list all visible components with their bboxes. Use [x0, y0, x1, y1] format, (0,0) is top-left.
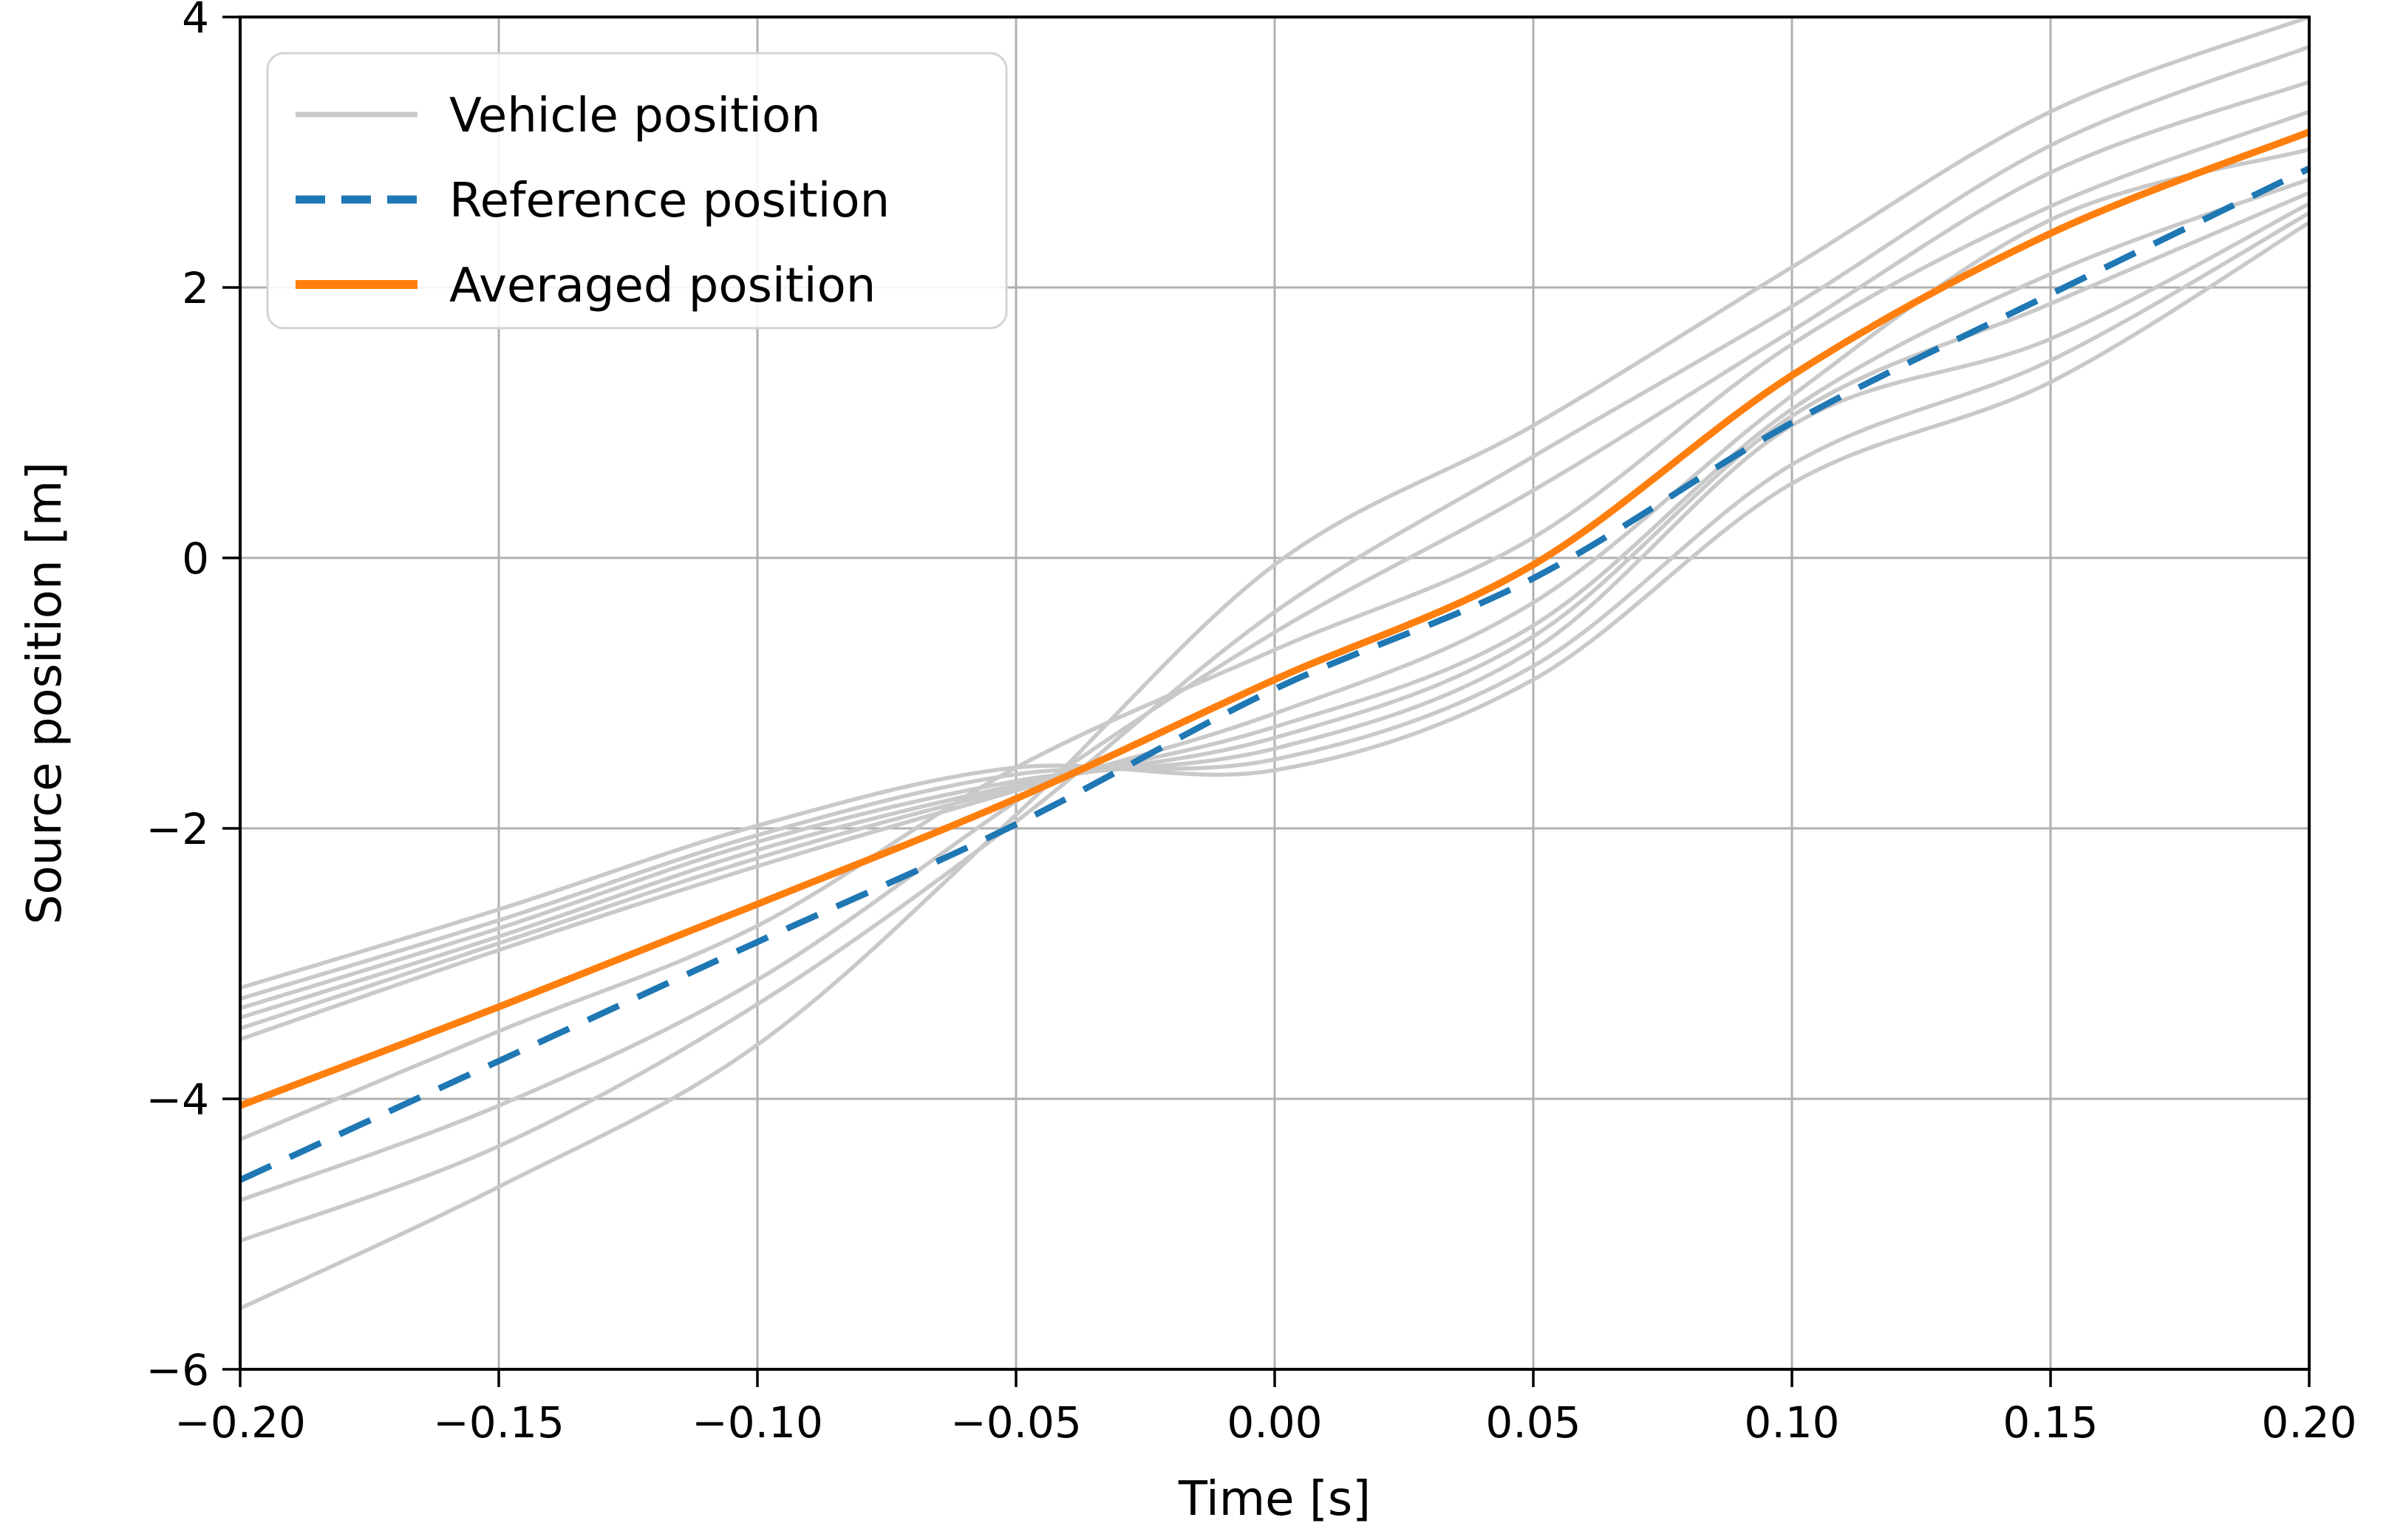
- vehicle-position-line: [240, 17, 2309, 1311]
- x-tick-label: −0.05: [950, 1397, 1082, 1448]
- x-tick-label: −0.15: [433, 1397, 565, 1448]
- x-axis-label: Time [s]: [1178, 1472, 1371, 1527]
- y-axis-label: Source position [m]: [18, 462, 72, 924]
- x-tick-label: 0.15: [2003, 1397, 2098, 1448]
- y-axis-tick-labels: −6 −4 −2 0 2 4: [146, 0, 210, 1395]
- vehicle-position-line: [240, 80, 2309, 1203]
- vehicle-position-line: [240, 201, 2309, 1011]
- legend-item-vehicle: Vehicle position: [449, 89, 821, 143]
- vehicle-position-line: [240, 44, 2309, 1243]
- legend-item-averaged: Averaged position: [449, 259, 876, 313]
- averaged-position-line: [240, 128, 2309, 1109]
- x-tick-label: 0.20: [2261, 1397, 2356, 1448]
- y-axis-ticks: [222, 16, 240, 1371]
- legend-box: [266, 52, 1008, 330]
- legend-item-reference: Reference position: [449, 174, 890, 228]
- grid-lines: [239, 16, 2311, 1371]
- vehicle-position-line: [240, 211, 2309, 1001]
- x-tick-label: 0.00: [1227, 1397, 1322, 1448]
- x-tick-label: −0.10: [692, 1397, 823, 1448]
- x-tick-label: 0.05: [1485, 1397, 1581, 1448]
- x-tick-label: −0.20: [174, 1397, 306, 1448]
- x-tick-label: 0.10: [1744, 1397, 1839, 1448]
- y-tick-label: −4: [146, 1074, 210, 1125]
- y-tick-label: 2: [182, 263, 209, 313]
- vehicle-position-lines: [240, 17, 2309, 1311]
- vehicle-position-line: [240, 177, 2309, 1031]
- y-tick-label: 4: [182, 0, 209, 43]
- x-axis-tick-labels: −0.20 −0.15 −0.10 −0.05 0.00 0.05 0.10 0.15 0.20: [174, 1397, 2356, 1448]
- legend: Vehicle position Reference position Aver…: [266, 52, 1008, 330]
- y-tick-label: −6: [146, 1345, 210, 1395]
- reference-position-line: [240, 166, 2309, 1183]
- x-axis-ticks: [239, 1369, 2311, 1387]
- y-tick-label: −2: [146, 804, 210, 854]
- y-tick-label: 0: [182, 534, 209, 584]
- vehicle-position-line: [240, 220, 2309, 990]
- vehicle-position-line: [240, 109, 2309, 1142]
- vehicle-position-line: [240, 147, 2309, 1042]
